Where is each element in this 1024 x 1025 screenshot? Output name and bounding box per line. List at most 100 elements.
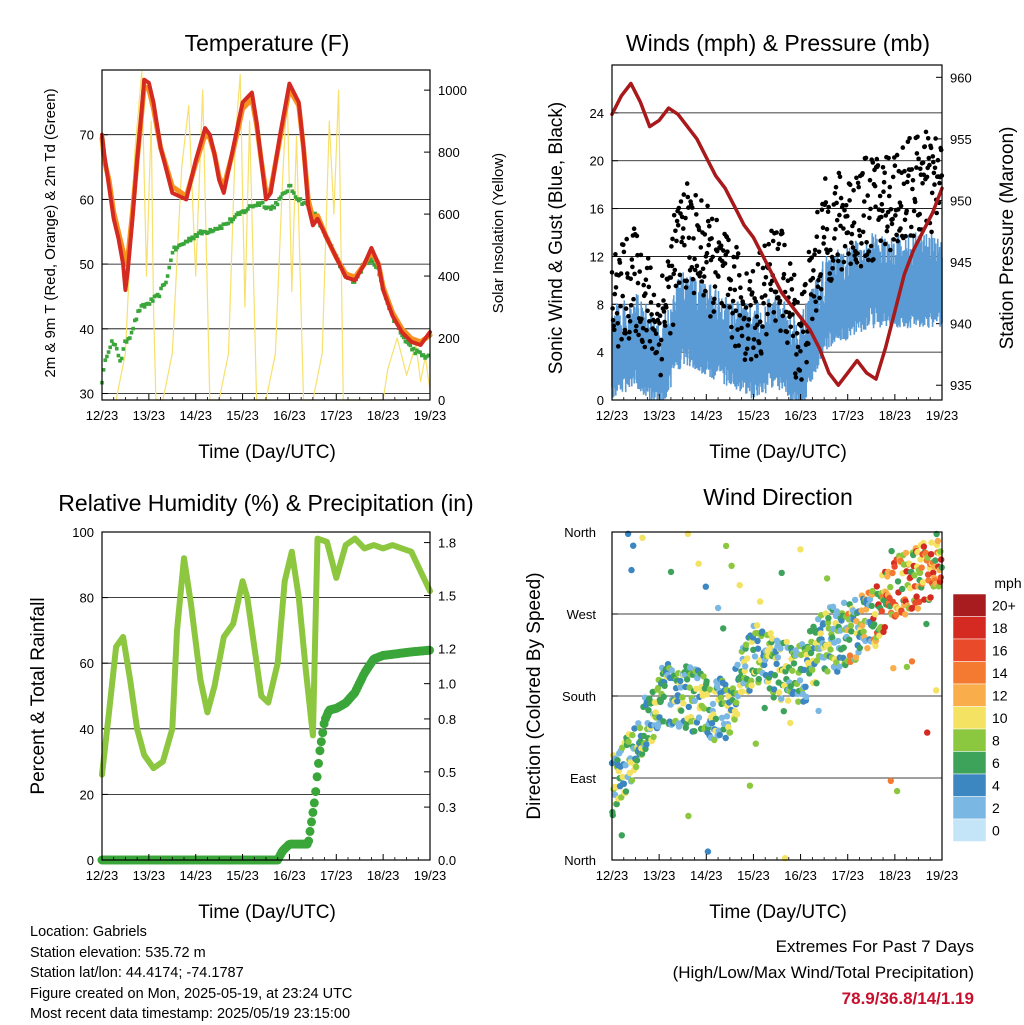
gust-marker: [842, 243, 848, 249]
gust-marker: [855, 180, 861, 186]
gust-marker: [705, 218, 711, 224]
gust-marker: [781, 271, 787, 277]
direction-marker: [683, 676, 691, 683]
gust-marker: [647, 339, 653, 344]
dewpoint-marker: [174, 247, 178, 252]
direction-marker: [891, 563, 898, 570]
gust-marker: [714, 217, 719, 223]
gust-marker: [914, 151, 920, 156]
dewpoint-marker: [288, 183, 293, 188]
x-tick-label: 15/23: [226, 408, 259, 423]
gust-marker: [660, 273, 665, 279]
gust-marker: [782, 242, 787, 248]
dewpoint-marker: [116, 353, 121, 358]
gust-marker: [781, 275, 786, 281]
gust-marker: [820, 225, 826, 230]
gust-marker: [748, 303, 753, 308]
gust-marker: [709, 216, 715, 222]
gust-marker: [729, 335, 735, 340]
gust-marker: [934, 210, 939, 216]
gust-marker: [699, 198, 704, 203]
gust-marker: [621, 249, 627, 255]
direction-marker: [823, 575, 831, 582]
gust-marker: [700, 266, 706, 272]
direction-marker: [836, 663, 843, 670]
gust-marker: [766, 241, 771, 247]
precip-marker: [316, 737, 326, 747]
x-tick-label: 16/23: [784, 868, 817, 883]
gust-marker: [690, 276, 696, 282]
direction-marker: [655, 684, 662, 692]
gust-marker: [861, 213, 866, 218]
direction-marker: [899, 585, 906, 593]
dewpoint-marker: [110, 339, 114, 343]
gust-marker: [881, 189, 886, 194]
gust-marker: [614, 311, 620, 316]
direction-marker: [917, 556, 924, 563]
gust-marker: [860, 229, 866, 235]
direction-marker: [840, 599, 848, 606]
x-tick-label: 16/23: [784, 408, 817, 423]
gust-marker: [810, 275, 816, 281]
direction-marker: [853, 618, 860, 625]
gust-marker: [681, 192, 687, 197]
direction-marker: [827, 646, 834, 653]
gust-marker: [656, 302, 661, 308]
direction-marker: [685, 812, 692, 820]
gust-marker: [671, 212, 677, 218]
gust-marker: [845, 230, 851, 235]
x-tick-label: 19/23: [926, 868, 959, 883]
gust-marker: [743, 351, 748, 356]
gust-marker: [704, 259, 709, 265]
gust-marker: [929, 190, 935, 196]
direction-marker: [817, 630, 824, 637]
gust-marker: [687, 255, 692, 260]
x-tick-label: 18/23: [879, 408, 912, 423]
dewpoint-marker: [182, 241, 186, 246]
gust-marker: [636, 332, 641, 338]
direction-marker: [614, 757, 621, 764]
dewpoint-marker: [196, 231, 201, 235]
direction-marker: [628, 566, 635, 574]
gust-marker: [794, 352, 799, 357]
panel1-ylabel-right: Solar Insolation (Yellow): [490, 153, 507, 313]
direction-marker: [734, 661, 741, 668]
panel3-frame: [101, 531, 431, 861]
dewpoint-marker: [369, 257, 373, 261]
gust-marker: [922, 144, 928, 149]
y-tick-label: West: [567, 607, 597, 622]
panel2-title: Winds (mph) & Pressure (mb): [626, 30, 930, 56]
dewpoint-marker: [372, 263, 377, 267]
gust-marker: [825, 209, 831, 214]
direction-marker: [650, 733, 657, 741]
gust-marker: [790, 333, 796, 339]
gust-marker: [854, 175, 859, 181]
gust-marker: [748, 357, 754, 362]
dewpoint-marker: [246, 207, 250, 211]
dewpoint-marker: [170, 250, 175, 255]
direction-marker: [805, 644, 812, 652]
gust-marker: [647, 319, 652, 324]
gust-marker: [683, 285, 689, 290]
gust-marker: [645, 256, 651, 261]
direction-marker: [909, 604, 916, 612]
dewpoint-marker: [113, 342, 117, 347]
gust-marker: [856, 184, 861, 190]
gust-marker: [759, 351, 764, 356]
direction-marker: [702, 583, 709, 590]
gust-marker: [812, 252, 817, 257]
gust-marker: [730, 298, 736, 304]
x-tick-label: 12/23: [596, 408, 629, 423]
gust-marker: [730, 310, 735, 316]
gust-marker: [643, 291, 648, 296]
direction-marker: [709, 700, 717, 708]
y-tick-label: 20: [590, 154, 604, 169]
gust-marker: [905, 179, 910, 185]
gust-marker: [886, 155, 891, 161]
direction-marker: [643, 741, 650, 748]
dewpoint-marker: [211, 228, 216, 233]
colorbar-label: 4: [992, 777, 1000, 793]
gust-marker: [771, 310, 777, 315]
gust-marker: [816, 249, 822, 255]
gust-marker: [901, 181, 907, 187]
